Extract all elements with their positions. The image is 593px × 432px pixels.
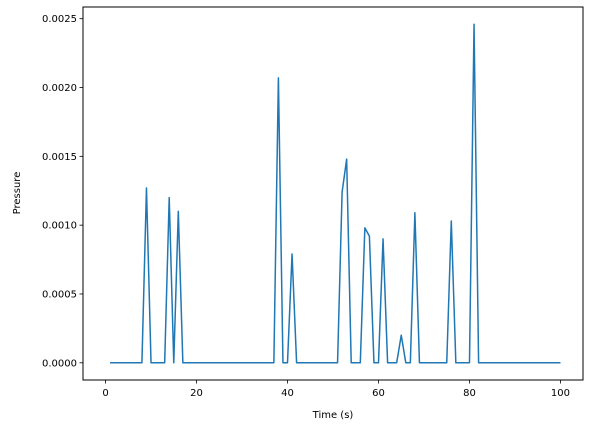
y-tick-label: 0.0005 bbox=[42, 289, 77, 300]
y-axis: 0.0000 0.0005 0.0010 0.0015 0.0020 0.0025 bbox=[42, 14, 83, 369]
x-tick-label: 40 bbox=[281, 388, 294, 399]
plot-area bbox=[110, 23, 561, 364]
x-axis: 0 20 40 60 80 100 bbox=[102, 380, 570, 399]
y-axis-label: Pressure bbox=[12, 172, 23, 215]
series-line-0 bbox=[110, 23, 561, 364]
x-axis-label: Time (s) bbox=[312, 410, 354, 421]
x-tick-label: 60 bbox=[372, 388, 385, 399]
x-tick-label: 100 bbox=[551, 388, 570, 399]
y-tick-label: 0.0020 bbox=[42, 83, 77, 94]
y-tick-label: 0.0010 bbox=[42, 221, 77, 232]
y-tick-label: 0.0000 bbox=[42, 358, 77, 369]
y-tick-label: 0.0025 bbox=[42, 14, 77, 25]
x-tick-label: 80 bbox=[463, 388, 476, 399]
axes-frame bbox=[82, 6, 584, 381]
x-tick-label: 20 bbox=[190, 388, 203, 399]
x-tick-label: 0 bbox=[102, 388, 108, 399]
y-tick-label: 0.0015 bbox=[42, 152, 77, 163]
